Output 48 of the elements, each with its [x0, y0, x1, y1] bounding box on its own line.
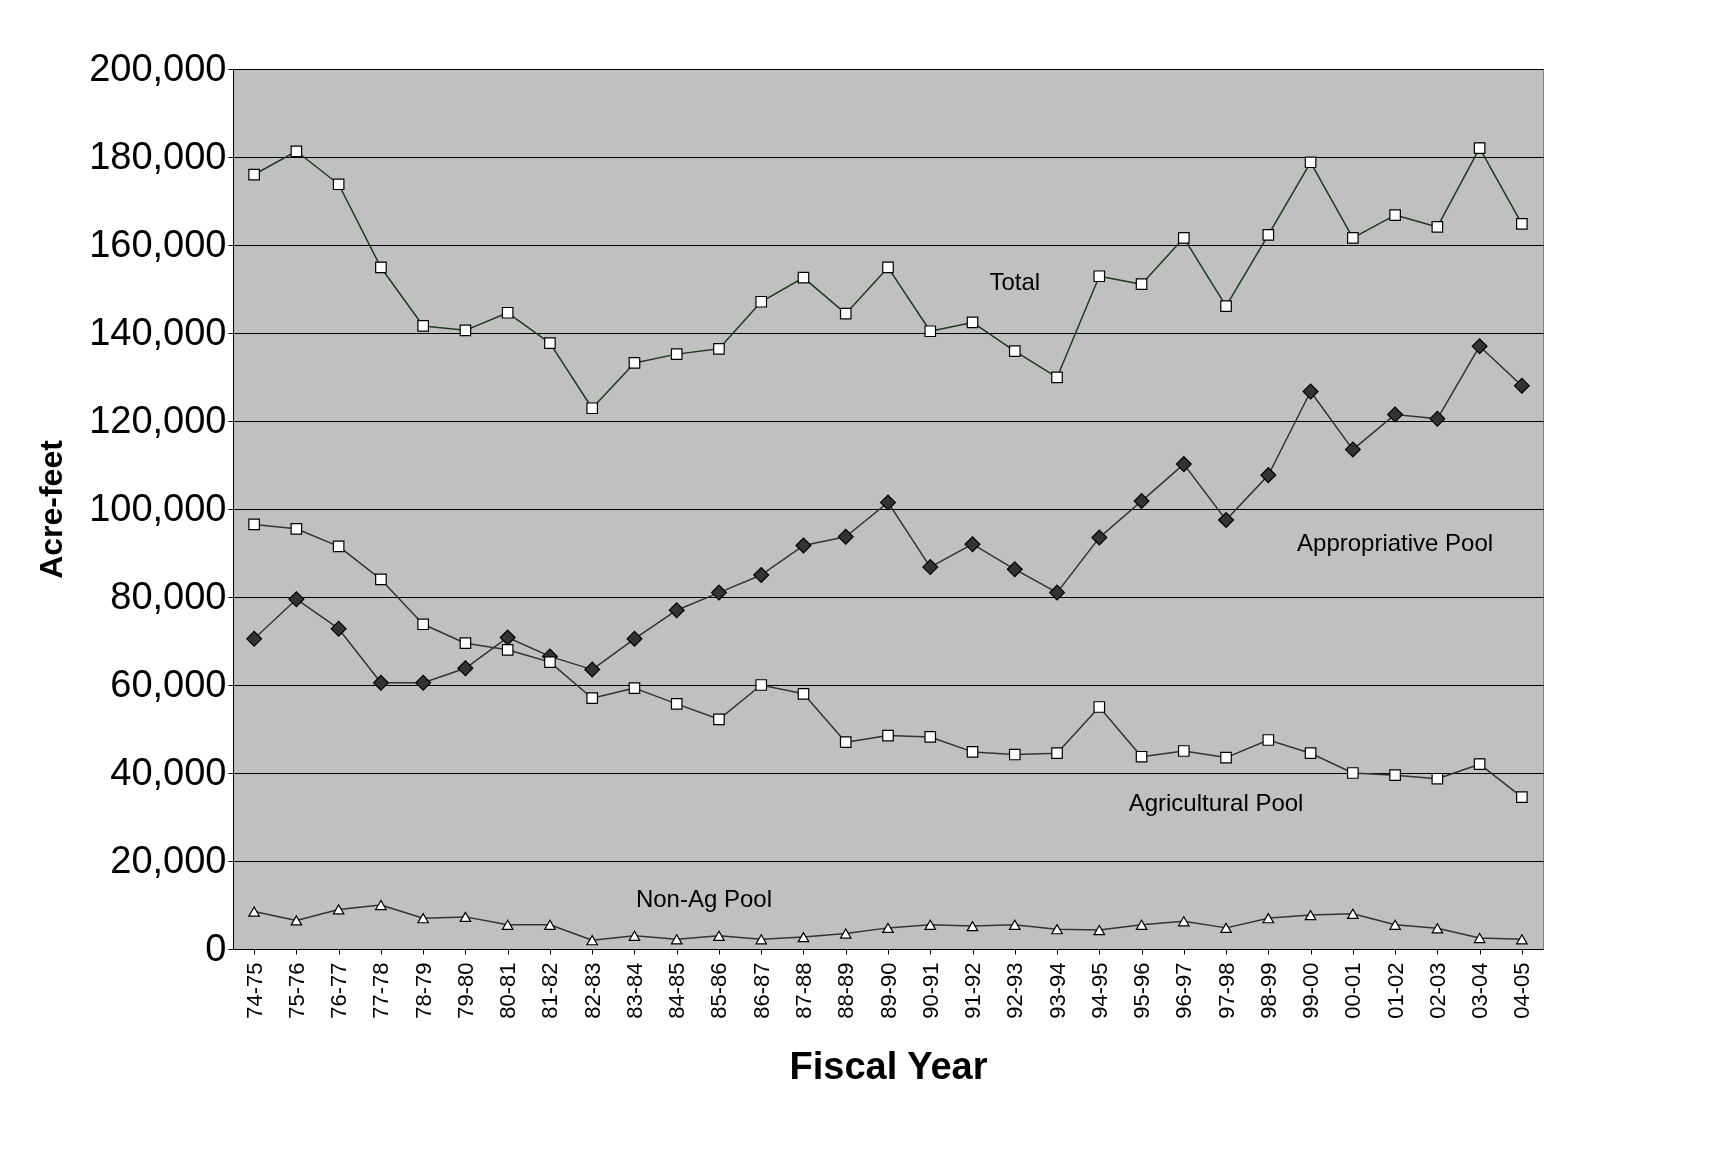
series-label: Non-Ag Pool: [635, 884, 773, 912]
x-tick-label: 92-93: [1002, 962, 1028, 1019]
x-tick-label: 78-79: [410, 962, 436, 1019]
x-tick-label: 98-99: [1255, 962, 1281, 1019]
y-tick-label: 180,000: [89, 134, 227, 177]
y-tick-label: 20,000: [110, 838, 227, 881]
series-label: Total: [989, 268, 1041, 296]
x-tick-label: 93-94: [1044, 962, 1070, 1019]
series-label: Agricultural Pool: [1128, 788, 1304, 816]
x-tick-label: 94-95: [1086, 962, 1112, 1019]
x-tick-label: 82-83: [579, 962, 605, 1019]
x-tick-label: 80-81: [495, 962, 521, 1019]
x-tick-label: 85-86: [706, 962, 732, 1019]
x-tick-label: 84-85: [664, 962, 690, 1019]
x-tick-label: 90-91: [917, 962, 943, 1019]
x-tick-label: 77-78: [368, 962, 394, 1019]
y-tick-label: 120,000: [89, 398, 227, 441]
x-tick-label: 95-96: [1129, 962, 1155, 1019]
x-tick-label: 81-82: [537, 962, 563, 1019]
x-tick-label: 01-02: [1382, 962, 1408, 1019]
y-tick-label: 40,000: [110, 750, 227, 793]
y-tick-label: 140,000: [89, 310, 227, 353]
text: Appropriative Pool: [1297, 529, 1494, 557]
y-tick-label: 100,000: [89, 486, 227, 529]
x-tick-label: 76-77: [326, 962, 352, 1019]
x-tick-label: 83-84: [621, 962, 647, 1019]
x-axis-title: Fiscal Year: [789, 1044, 988, 1087]
y-tick-label: 160,000: [89, 222, 227, 265]
y-tick-label: 0: [205, 926, 227, 969]
x-tick-label: 88-89: [833, 962, 859, 1019]
x-tick-label: 91-92: [960, 962, 986, 1019]
x-tick-label: 75-76: [283, 962, 309, 1019]
x-tick-label: 03-04: [1467, 962, 1493, 1019]
x-tick-label: 00-01: [1340, 962, 1366, 1019]
x-tick-label: 74-75: [241, 962, 267, 1019]
x-tick-label: 96-97: [1171, 962, 1197, 1019]
x-tick-label: 87-88: [790, 962, 816, 1019]
x-tick-label: 79-80: [452, 962, 478, 1019]
x-tick-label: 99-00: [1298, 962, 1324, 1019]
x-tick-label: 97-98: [1213, 962, 1239, 1019]
x-tick-label: 02-03: [1424, 962, 1450, 1019]
y-tick-label: 200,000: [89, 46, 227, 89]
x-tick-label: 04-05: [1509, 962, 1535, 1019]
x-tick-label: 86-87: [748, 962, 774, 1019]
y-tick-label: 60,000: [110, 662, 227, 705]
y-tick-label: 80,000: [110, 574, 227, 617]
x-tick-label: 89-90: [875, 962, 901, 1019]
y-axis-title: Acre-feet: [33, 439, 70, 579]
